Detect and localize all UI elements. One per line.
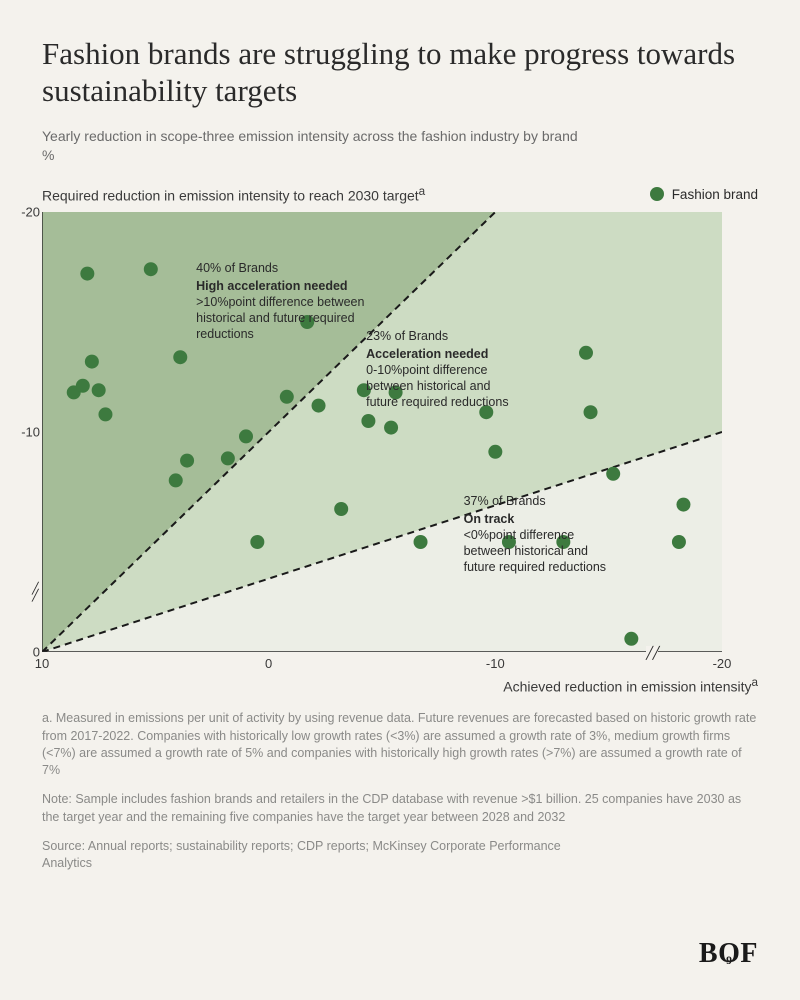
- region-pct: 40% of Brands: [196, 260, 366, 276]
- x-axis-title-text: Achieved reduction in emission intensity: [503, 678, 751, 694]
- subtitle-unit: %: [42, 147, 54, 163]
- x-tick: 0: [265, 656, 272, 671]
- x-tick: -10: [486, 656, 505, 671]
- page-title: Fashion brands are struggling to make pr…: [42, 36, 758, 109]
- logo-b: B: [699, 938, 718, 969]
- legend: Fashion brand: [650, 187, 758, 202]
- region-pct: 23% of Brands: [366, 328, 516, 344]
- chart-svg: [42, 212, 722, 652]
- logo-o: O9: [718, 938, 740, 970]
- footnote-source: Source: Annual reports; sustainability r…: [42, 838, 602, 873]
- y-axis-title: Required reduction in emission intensity…: [42, 185, 425, 204]
- y-axis-break-icon: ╱╱: [32, 586, 39, 600]
- footnote-a: a. Measured in emissions per unit of act…: [42, 710, 758, 779]
- region-hdr: High acceleration needed: [196, 278, 366, 294]
- y-axis-title-text: Required reduction in emission intensity…: [42, 188, 419, 204]
- y-tick: -20: [21, 204, 40, 219]
- region-hdr: Acceleration needed: [366, 346, 516, 362]
- subtitle: Yearly reduction in scope-three emission…: [42, 127, 758, 165]
- region-pct: 37% of Brands: [464, 493, 614, 509]
- region-desc: <0%point difference between historical a…: [464, 527, 614, 575]
- legend-label: Fashion brand: [672, 187, 758, 202]
- region-label-mid: 23% of Brands Acceleration needed0-10%poi…: [366, 328, 516, 410]
- x-tick: 10: [35, 656, 49, 671]
- region-label-high: 40% of Brands High acceleration needed>10…: [196, 260, 366, 342]
- region-hdr: On track: [464, 511, 614, 527]
- region-desc: 0-10%point difference between historical…: [366, 362, 516, 410]
- y-tick: -10: [21, 424, 40, 439]
- region-desc: >10%point difference between historical …: [196, 294, 366, 342]
- x-axis-ticks: 100-10-20: [42, 652, 722, 674]
- logo-f: F: [740, 938, 758, 969]
- x-axis-title-sup: a: [752, 676, 758, 689]
- y-axis-title-sup: a: [419, 185, 425, 198]
- legend-dot-icon: [650, 187, 664, 201]
- bof-logo: BO9F: [699, 938, 758, 970]
- x-axis-title: Achieved reduction in emission intensity…: [42, 676, 758, 695]
- x-tick: -20: [713, 656, 732, 671]
- subtitle-text: Yearly reduction in scope-three emission…: [42, 128, 578, 144]
- region-label-ontrack: 37% of Brands On track<0%point difference…: [464, 493, 614, 575]
- footnote-note: Note: Sample includes fashion brands and…: [42, 791, 758, 826]
- footnotes: a. Measured in emissions per unit of act…: [42, 710, 758, 872]
- scatter-chart: -20-100 40% of BrandsHigh acceleration n…: [42, 212, 722, 652]
